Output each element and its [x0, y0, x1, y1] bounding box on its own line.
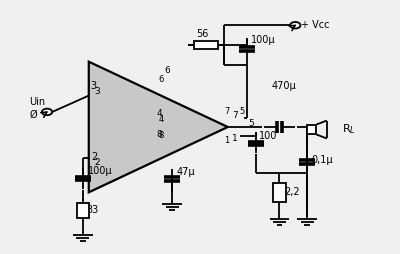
- Text: 3: 3: [95, 87, 100, 96]
- Text: 470μ: 470μ: [272, 81, 296, 90]
- Bar: [194, 41, 218, 49]
- Text: 8: 8: [156, 130, 162, 139]
- Text: 6: 6: [164, 66, 170, 75]
- Text: 33: 33: [87, 205, 99, 215]
- Text: 5: 5: [248, 119, 254, 129]
- Text: Uin: Uin: [29, 97, 45, 107]
- Text: 100μ: 100μ: [88, 166, 112, 177]
- Text: 1: 1: [232, 134, 238, 143]
- Text: 2: 2: [91, 152, 97, 162]
- Text: 3: 3: [91, 81, 97, 90]
- Text: 100: 100: [259, 131, 277, 141]
- Bar: [273, 183, 286, 202]
- Text: 56: 56: [196, 29, 208, 39]
- Text: 7: 7: [224, 107, 229, 116]
- Text: 47μ: 47μ: [177, 167, 196, 177]
- Text: 0,1μ: 0,1μ: [311, 155, 333, 165]
- Bar: [77, 203, 89, 218]
- Text: 8: 8: [158, 131, 164, 140]
- Text: R$_L$: R$_L$: [342, 123, 356, 136]
- Text: 4: 4: [158, 115, 164, 124]
- Text: 2: 2: [95, 158, 100, 167]
- Text: 4: 4: [156, 109, 162, 118]
- Polygon shape: [89, 62, 228, 192]
- Text: Ø: Ø: [29, 109, 37, 119]
- Text: 7: 7: [232, 111, 238, 120]
- Text: 6: 6: [158, 75, 164, 84]
- Text: 5: 5: [240, 107, 245, 116]
- Text: 100μ: 100μ: [251, 35, 276, 45]
- Bar: [307, 125, 316, 134]
- Text: 1: 1: [224, 136, 229, 145]
- Text: + Vcc: + Vcc: [301, 20, 330, 30]
- Text: 2,2: 2,2: [284, 187, 300, 197]
